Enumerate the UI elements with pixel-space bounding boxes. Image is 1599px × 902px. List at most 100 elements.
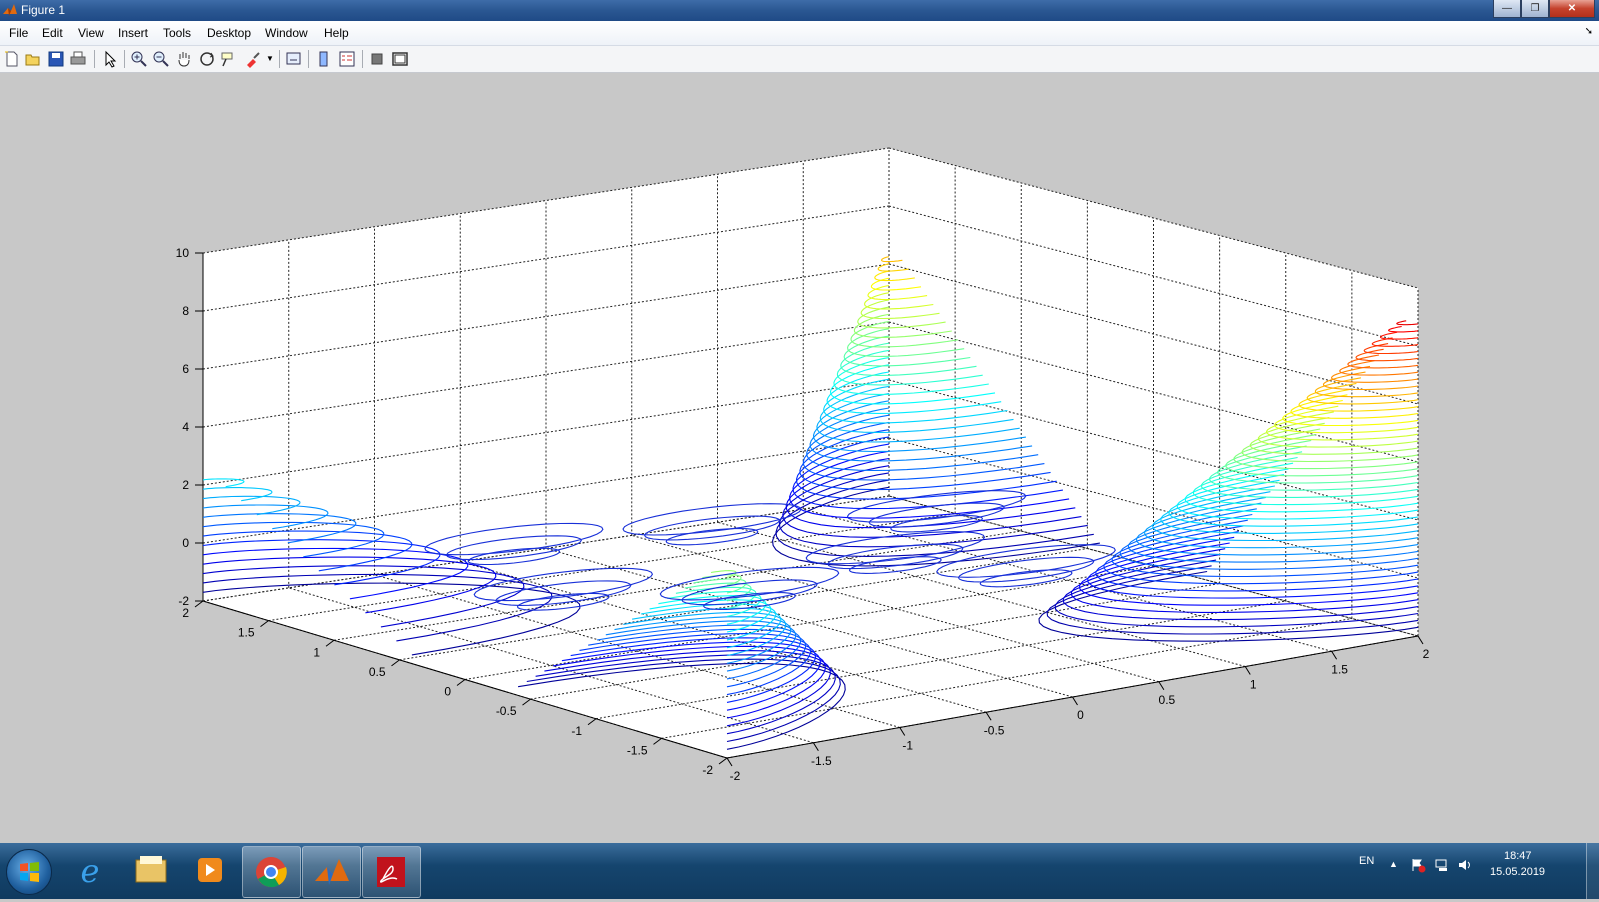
- wall-gridline: [888, 205, 1419, 347]
- rotate-3d-icon[interactable]: [198, 50, 216, 68]
- contour-line: [874, 270, 915, 282]
- show-hidden-icons-icon[interactable]: ▲: [1389, 859, 1398, 869]
- menu-desktop[interactable]: Desktop: [207, 26, 252, 40]
- contour-line: [1168, 479, 1419, 527]
- x-tick-mark: [985, 711, 992, 721]
- contour-line: [1371, 337, 1419, 347]
- contour-line: [702, 591, 796, 610]
- menu-view[interactable]: View: [78, 26, 104, 40]
- contour-line: [890, 514, 984, 533]
- contour-line: [936, 544, 1116, 578]
- menu-tools[interactable]: Tools: [163, 26, 192, 40]
- open-file-icon[interactable]: [24, 50, 42, 68]
- contour-line: [809, 407, 1033, 462]
- contour-line: [202, 478, 245, 488]
- contour-line: [823, 378, 1008, 424]
- menu-insert[interactable]: Insert: [118, 26, 149, 40]
- contour-line: [1363, 343, 1419, 355]
- file-explorer-icon[interactable]: [122, 846, 179, 896]
- show-plot-tools-icon[interactable]: [391, 50, 409, 68]
- contour-line: [1062, 553, 1419, 621]
- y-tick-mark: [194, 600, 204, 608]
- clock-date[interactable]: 15.05.2019: [1490, 866, 1546, 878]
- x-tick-label: -0.5: [984, 723, 1005, 737]
- y-tick-mark: [653, 737, 662, 745]
- x-tick-mark: [726, 757, 733, 767]
- volume-icon[interactable]: [1457, 857, 1473, 873]
- contour-line: [827, 543, 964, 570]
- insert-legend-icon[interactable]: [338, 50, 356, 68]
- contour-line: [829, 364, 996, 405]
- y-tick-label: -1.5: [627, 743, 648, 757]
- contour-line: [867, 284, 928, 301]
- toolbar-separator: [279, 50, 280, 68]
- contour-line: [614, 616, 792, 664]
- matlab-icon[interactable]: [302, 846, 361, 898]
- pan-hand-icon[interactable]: [175, 50, 193, 68]
- contour-line: [853, 313, 952, 338]
- menu-help[interactable]: Help: [324, 26, 349, 40]
- x-tick-label: 1: [1250, 678, 1257, 692]
- maximize-button[interactable]: ❐: [1521, 0, 1549, 18]
- y-tick-mark: [391, 659, 400, 667]
- floor-pane: [203, 496, 1418, 758]
- toolbar-separator: [308, 50, 309, 68]
- select-arrow-icon[interactable]: [101, 50, 119, 68]
- start-button[interactable]: [6, 849, 52, 895]
- y-tick-label: 1: [313, 645, 320, 659]
- contour-line: [1314, 377, 1419, 398]
- contour3-plot[interactable]: -20246810-2-1.5-1-0.500.511.52-2-1.5-1-0…: [0, 73, 1599, 843]
- menu-file[interactable]: File: [9, 26, 29, 40]
- chrome-icon[interactable]: [242, 846, 301, 898]
- clock-time[interactable]: 18:47: [1504, 850, 1532, 862]
- x-tick-label: 0: [1077, 708, 1084, 722]
- floor-gridline: [374, 574, 900, 728]
- network-icon[interactable]: [1434, 857, 1450, 873]
- brush-icon[interactable]: [244, 50, 262, 68]
- action-center-flag-icon[interactable]: [1410, 857, 1426, 873]
- y-tick-label: 0.5: [369, 665, 386, 679]
- contour-line: [495, 580, 632, 606]
- contour-line: [665, 527, 759, 546]
- x-tick-mark: [1072, 696, 1078, 706]
- contour-line: [840, 342, 977, 376]
- insert-colorbar-icon[interactable]: [315, 50, 333, 68]
- contour-line: [816, 393, 1020, 443]
- contour-line: [1331, 365, 1419, 383]
- close-button[interactable]: ✕: [1549, 0, 1595, 18]
- link-plot-icon[interactable]: [285, 50, 303, 68]
- brush-dropdown-icon[interactable]: ▼: [266, 54, 274, 63]
- menu-edit[interactable]: Edit: [42, 26, 63, 40]
- toolbar-separator: [94, 50, 95, 68]
- save-icon[interactable]: [47, 50, 65, 68]
- media-player-icon[interactable]: [182, 846, 239, 896]
- x-tick-label: -2: [730, 769, 741, 783]
- contour-line: [681, 579, 818, 606]
- contour-line: [202, 573, 553, 642]
- contour-line: [1298, 388, 1419, 412]
- contour-line: [1233, 434, 1419, 470]
- internet-explorer-icon[interactable]: e: [62, 846, 119, 896]
- menu-window[interactable]: Window: [265, 26, 308, 40]
- zoom-out-icon[interactable]: [152, 50, 170, 68]
- undock-arrow-icon[interactable]: ➘: [1584, 26, 1593, 37]
- contour-line: [836, 349, 983, 386]
- show-desktop-button[interactable]: [1586, 843, 1599, 899]
- figure-canvas[interactable]: -2 0 2 4 6 8 10 -2 -1.5 -1 -0.5 0 0.5 1 1.5 2 -2 -1.5 -1 -0…: [0, 73, 1599, 843]
- acrobat-icon[interactable]: [362, 846, 421, 898]
- contour-line: [799, 429, 1051, 491]
- zoom-in-icon[interactable]: [130, 50, 148, 68]
- contour-line: [202, 556, 497, 614]
- window-controls: — ❐ ✕: [1493, 0, 1595, 18]
- figure-toolbar: ▼: [0, 46, 1599, 73]
- y-tick-label: 2: [182, 606, 189, 620]
- floor-gridline: [464, 565, 1154, 680]
- minimize-button[interactable]: —: [1493, 0, 1521, 18]
- language-indicator[interactable]: EN: [1359, 855, 1375, 867]
- contour-line: [1144, 496, 1419, 549]
- data-cursor-icon[interactable]: [220, 50, 238, 68]
- print-icon[interactable]: [69, 50, 87, 68]
- hide-plot-tools-icon[interactable]: [368, 50, 386, 68]
- toolbar-separator: [124, 50, 125, 68]
- new-figure-icon[interactable]: [3, 50, 21, 68]
